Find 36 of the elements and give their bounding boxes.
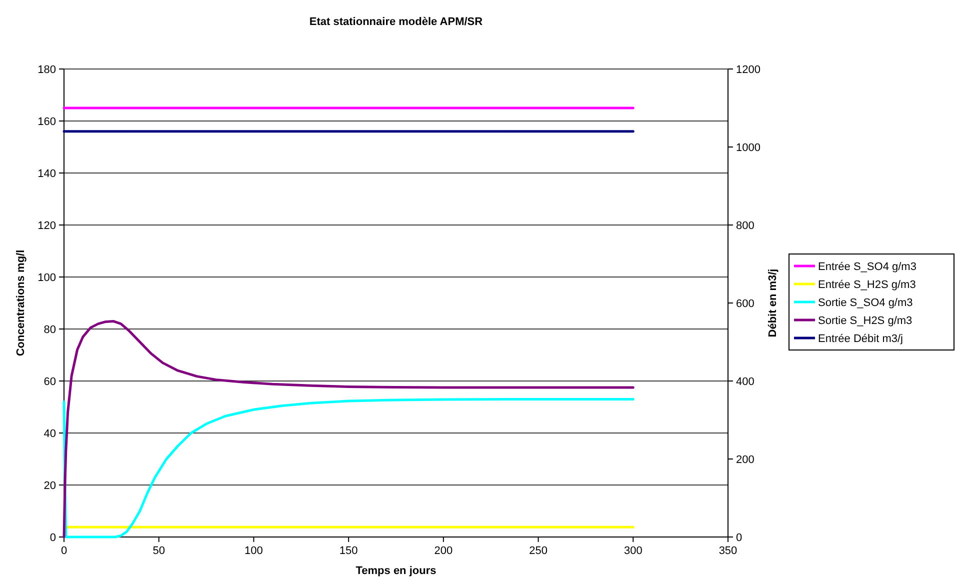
- line-series: [62, 398, 634, 538]
- x-tick-label: 200: [434, 545, 453, 557]
- x-tick-label: 50: [152, 545, 165, 557]
- y2-tick-label: 600: [736, 298, 754, 310]
- y-tick-label: 140: [38, 168, 56, 180]
- y-tick-label: 180: [38, 64, 56, 76]
- legend-label: Entrée S_H2S g/m3: [818, 279, 916, 291]
- y-axis-title: Concentrations mg/l: [15, 250, 27, 356]
- y-tick-label: 20: [44, 480, 56, 492]
- legend-label: Sortie S_SO4 g/m3: [818, 297, 913, 309]
- legend-label: Entrée S_SO4 g/m3: [818, 261, 916, 273]
- x-tick-label: 150: [339, 545, 358, 557]
- x-tick-label: 250: [529, 545, 548, 557]
- y2-tick-label: 800: [736, 220, 754, 232]
- x-axis-title: Temps en jours: [356, 565, 436, 577]
- y-tick-label: 120: [38, 220, 56, 232]
- x-tick-label: 100: [244, 545, 263, 557]
- y-tick-label: 160: [38, 116, 56, 128]
- y2-tick-label: 0: [736, 532, 742, 544]
- chart-title: Etat stationnaire modèle APM/SR: [309, 16, 483, 28]
- y2-axis-title: Débit en m3/j: [767, 268, 779, 338]
- y-tick-label: 0: [50, 532, 56, 544]
- y2-tick-label: 400: [736, 376, 754, 388]
- y-tick-label: 100: [38, 272, 56, 284]
- y2-tick-label: 1200: [736, 64, 760, 76]
- x-tick-label: 350: [718, 545, 738, 557]
- legend-label: Entrée Débit m3/j: [818, 333, 903, 345]
- y-tick-label: 80: [44, 324, 56, 336]
- y2-tick-label: 1000: [736, 142, 760, 154]
- x-tick-label: 0: [60, 545, 68, 557]
- x-tick-label: 300: [624, 545, 642, 557]
- y-tick-label: 60: [44, 376, 56, 388]
- legend-label: Sortie S_H2S g/m3: [818, 315, 912, 327]
- y-tick-label: 40: [44, 428, 56, 440]
- line-series: [62, 320, 634, 538]
- y2-tick-label: 200: [736, 454, 754, 466]
